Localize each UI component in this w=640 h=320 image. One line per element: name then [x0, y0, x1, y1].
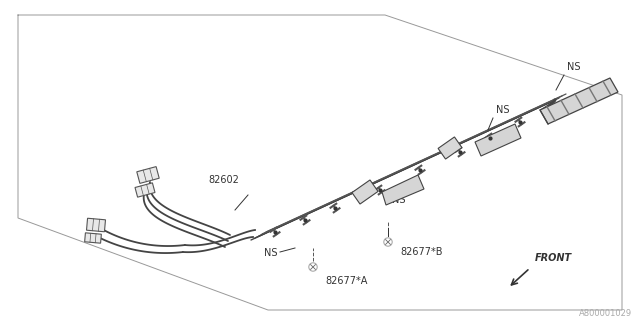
- Polygon shape: [135, 183, 155, 197]
- Text: FRONT: FRONT: [535, 253, 572, 263]
- Text: NS: NS: [567, 62, 580, 72]
- Polygon shape: [438, 137, 462, 159]
- Text: NS: NS: [392, 195, 406, 205]
- Text: 82677*A: 82677*A: [325, 276, 367, 286]
- Polygon shape: [382, 175, 424, 205]
- Polygon shape: [352, 180, 378, 204]
- Text: NS: NS: [264, 248, 278, 258]
- Polygon shape: [137, 167, 159, 183]
- Polygon shape: [84, 233, 101, 243]
- Text: 82602: 82602: [208, 175, 239, 185]
- Polygon shape: [475, 124, 521, 156]
- Text: 82677*B: 82677*B: [400, 247, 442, 257]
- Polygon shape: [86, 218, 106, 232]
- Text: A800001029: A800001029: [579, 309, 632, 318]
- Polygon shape: [540, 78, 618, 124]
- Text: NS: NS: [496, 105, 509, 115]
